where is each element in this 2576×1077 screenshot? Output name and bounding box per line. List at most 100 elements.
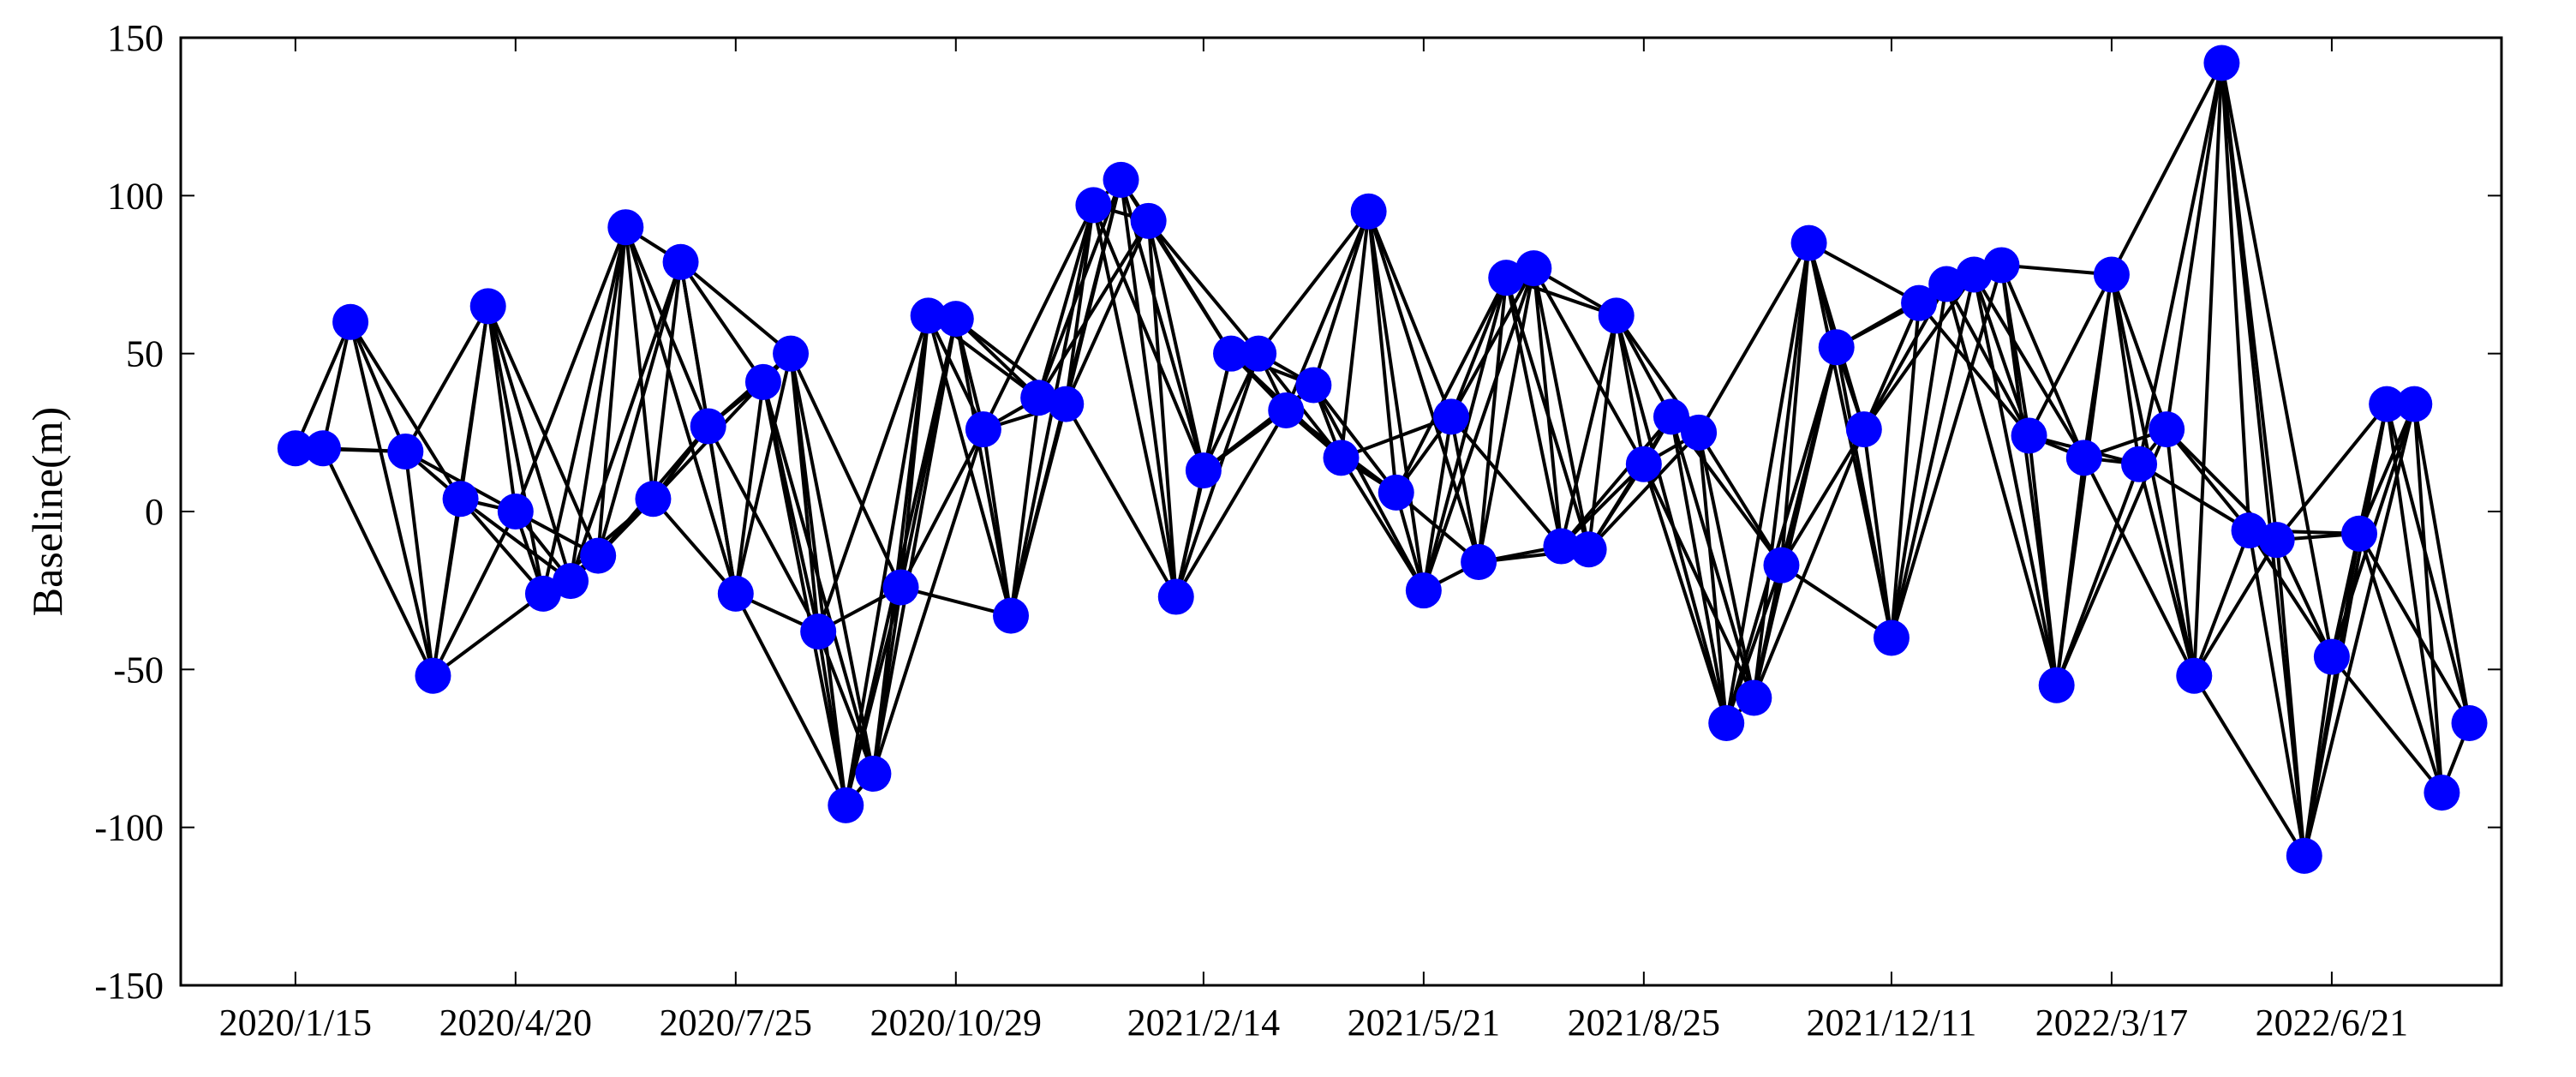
- baseline-connection: [1945, 282, 2059, 687]
- baseline-connection: [1366, 209, 1453, 419]
- baseline-connection: [2385, 402, 2471, 726]
- baseline-connection: [1697, 430, 1729, 726]
- acquisition-point: [1901, 284, 1938, 321]
- baseline-connection: [486, 304, 545, 595]
- baseline-connection: [761, 380, 848, 807]
- baseline-connection: [2412, 402, 2444, 795]
- baseline-connection: [2274, 402, 2389, 542]
- baseline-connection: [2137, 462, 2251, 533]
- baseline-connection: [871, 428, 985, 775]
- acquisition-point: [1488, 260, 1525, 296]
- baseline-connection: [1064, 177, 1123, 406]
- y-tick-label: -100: [94, 807, 164, 849]
- acquisition-point: [2424, 775, 2460, 811]
- acquisition-point: [1598, 297, 1635, 334]
- baseline-connection: [1064, 203, 1096, 406]
- baseline-connection: [926, 314, 1013, 618]
- acquisition-point: [2149, 411, 2185, 448]
- baseline-connection: [1614, 314, 1673, 419]
- baseline-connection: [2358, 402, 2389, 536]
- baseline-connection: [1504, 276, 1563, 548]
- y-tick-label: -150: [94, 965, 164, 1007]
- acquisition-point: [690, 408, 726, 445]
- acquisition-point: [910, 297, 947, 334]
- baseline-connection: [2082, 456, 2196, 678]
- acquisition-point: [993, 597, 1030, 634]
- baseline-connection: [349, 320, 435, 678]
- baseline-connection: [1312, 383, 1398, 494]
- baseline-connection: [1532, 266, 1563, 548]
- baseline-connection: [1779, 345, 1838, 567]
- baseline-connection: [458, 497, 573, 583]
- acquisition-point: [2065, 440, 2102, 476]
- baseline-connection: [899, 314, 930, 589]
- baseline-connection: [1366, 209, 1398, 494]
- acquisition-point: [882, 569, 919, 606]
- baseline-connection: [816, 630, 848, 807]
- acquisition-point: [1461, 543, 1497, 580]
- acquisition-point: [497, 494, 534, 530]
- x-tick-label: 2021/2/14: [1127, 1002, 1280, 1044]
- y-tick-label: 150: [107, 17, 164, 59]
- baseline-connection: [1972, 272, 2059, 687]
- baseline-connection: [1807, 241, 1922, 305]
- baseline-connection: [1834, 345, 1893, 640]
- baseline-connection: [1641, 462, 1756, 700]
- baseline-connection: [2109, 272, 2169, 432]
- acquisition-point: [855, 755, 892, 792]
- acquisition-point: [442, 481, 479, 518]
- acquisition-point: [1295, 367, 1332, 404]
- x-axis: 2020/1/15 2020/4/20 2020/7/25 2020/10/29 202…: [219, 38, 2408, 1044]
- baseline-connection: [596, 260, 683, 558]
- acquisition-point: [1956, 256, 1993, 293]
- baseline-connection: [733, 380, 765, 595]
- acquisition-point: [1570, 531, 1607, 568]
- y-axis-title: Baseline(m): [23, 407, 71, 616]
- acquisition-point: [1075, 187, 1112, 224]
- baseline-connection: [2165, 428, 2196, 678]
- baseline-connection: [1366, 209, 1425, 593]
- baseline-connection: [624, 225, 738, 595]
- baseline-connection: [1339, 456, 1425, 593]
- baseline-connection: [1779, 241, 1811, 567]
- acquisition-point: [1240, 335, 1277, 372]
- acquisition-point: [744, 363, 781, 400]
- baseline-connection: [293, 320, 353, 451]
- acquisition-point: [2396, 386, 2433, 422]
- baseline-connection: [1119, 177, 1178, 599]
- acquisition-point: [1268, 392, 1305, 429]
- acquisition-point: [1515, 250, 1552, 287]
- baseline-connection: [1559, 314, 1618, 548]
- baseline-connection: [1889, 282, 1949, 640]
- baseline-connection: [1999, 263, 2086, 460]
- baseline-connection: [899, 585, 1013, 618]
- baseline-connection: [2385, 402, 2444, 795]
- baseline-connection: [1449, 415, 1563, 548]
- baseline-connection: [1779, 428, 1866, 567]
- baseline-connection: [1752, 428, 1866, 700]
- baseline-connection: [1972, 272, 2086, 460]
- baseline-connection: [431, 591, 545, 678]
- baseline-connection: [1559, 415, 1673, 548]
- acquisition-point: [2231, 512, 2268, 549]
- baseline-connection: [651, 260, 683, 501]
- baseline-connection: [706, 424, 821, 634]
- baseline-connection: [1724, 241, 1811, 726]
- baseline-connection: [1917, 301, 2031, 438]
- baseline-connection: [1504, 276, 1618, 318]
- baseline-connection: [1532, 266, 1591, 552]
- baseline-connection: [2220, 61, 2306, 858]
- baseline-connection: [2329, 655, 2444, 795]
- acquisition-point: [2203, 45, 2240, 81]
- acquisition-point: [2313, 638, 2350, 675]
- baseline-connection: [1669, 415, 1729, 726]
- baseline-connection: [1587, 314, 1618, 552]
- baseline-connection: [1697, 241, 1811, 434]
- baseline-connection: [1614, 314, 1646, 466]
- baseline-connection: [1312, 383, 1425, 593]
- acquisition-point: [524, 575, 561, 612]
- baseline-connection: [431, 510, 517, 678]
- baseline-connection: [1641, 462, 1729, 726]
- y-tick-label: 0: [145, 491, 164, 533]
- acquisition-point: [2258, 522, 2295, 559]
